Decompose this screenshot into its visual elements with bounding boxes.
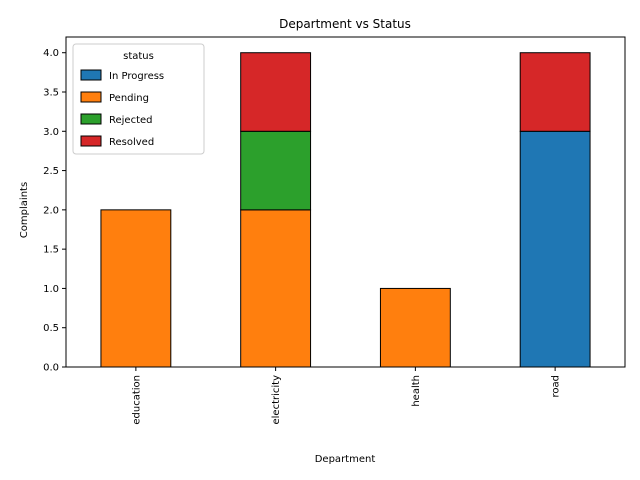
bar-electricity-rejected [240, 130, 312, 211]
bar-health-pending [379, 287, 451, 368]
chart-title: Department vs Status [279, 17, 411, 31]
y-tick-label: 2.5 [43, 166, 59, 177]
axes-layer: 0.0 0.5 1.0 1.5 2.0 2.5 3.0 3.5 4.0 education elec… [43, 36, 626, 425]
y-tick-label: 1.5 [43, 245, 59, 256]
y-tick-label: 4.0 [43, 48, 59, 59]
legend-label-pending: Pending [109, 93, 149, 104]
legend-title: status [123, 51, 154, 62]
bar-road-resolved [519, 52, 591, 132]
legend-swatch-pending [80, 91, 102, 103]
bar-electricity-resolved [240, 52, 312, 132]
bar-electricity-pending [240, 209, 312, 368]
bar-road-in-progress [519, 130, 591, 368]
x-tick-label: health [411, 375, 422, 407]
bar-education-pending [100, 209, 172, 368]
legend-swatch-resolved [80, 135, 102, 147]
x-tick-label: education [131, 375, 142, 425]
legend-label-rejected: Rejected [109, 115, 153, 126]
y-tick-label: 0.5 [43, 323, 59, 334]
legend-swatch-rejected [80, 113, 102, 125]
legend-box [72, 43, 205, 155]
x-tick-label: electricity [271, 375, 282, 425]
legend: status In Progress Pending Rejected Resolved [72, 43, 205, 155]
x-axis-label: Department [315, 454, 376, 465]
legend-label-resolved: Resolved [109, 137, 154, 148]
y-tick-label: 3.5 [43, 88, 59, 99]
legend-label-in-progress: In Progress [109, 71, 164, 82]
y-tick-label: 1.0 [43, 284, 59, 295]
bars-layer [100, 52, 591, 368]
y-tick-label: 2.0 [43, 205, 59, 216]
y-tick-label: 3.0 [43, 127, 59, 138]
plot-frame [65, 36, 626, 368]
y-axis-label: Complaints [19, 182, 30, 238]
legend-swatch-in-progress [80, 69, 102, 81]
y-tick-label: 0.0 [43, 363, 59, 374]
x-tick-label: road [551, 375, 562, 398]
